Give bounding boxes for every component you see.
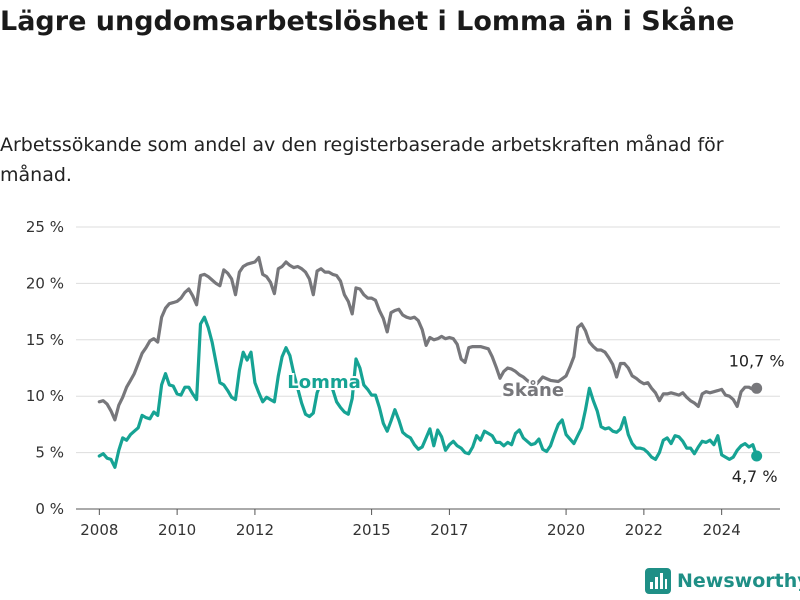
newsworthy-logo: Newsworthy — [645, 568, 800, 594]
line-chart: 0 % 5 % 10 % 15 % 20 % 25 % 2008 2010 2012 2015 20… — [26, 218, 785, 539]
x-tick-label: 2008 — [80, 521, 118, 539]
x-tick-label: 2012 — [236, 521, 274, 539]
series-label-skåne: Skåne — [502, 379, 564, 401]
y-tick-label: 20 % — [26, 274, 64, 292]
y-tick-label: 5 % — [35, 444, 64, 462]
x-tick-label: 2017 — [430, 521, 468, 539]
brand-name: Newsworthy — [677, 570, 800, 592]
chart-title: Lägre ungdomsarbetslöshet i Lomma än i S… — [0, 6, 735, 37]
bar-chart-icon — [645, 568, 671, 594]
y-tick-label: 15 % — [26, 331, 64, 349]
y-tick-label: 0 % — [35, 500, 64, 518]
y-tick-label: 10 % — [26, 387, 64, 405]
y-tick-label: 25 % — [26, 218, 64, 236]
x-tick-label: 2015 — [353, 521, 391, 539]
series-label-lomma: Lomma — [287, 372, 361, 393]
x-tick-label: 2024 — [703, 521, 741, 539]
x-tick-label: 2022 — [625, 521, 663, 539]
end-value-label: 4,7 % — [732, 467, 778, 486]
chart-subtitle: Arbetssökande som andel av den registerb… — [0, 134, 724, 186]
x-tick-label: 2020 — [547, 521, 585, 539]
end-point-skåne — [751, 382, 763, 394]
x-tick-label: 2010 — [158, 521, 196, 539]
end-value-label: 10,7 % — [729, 351, 785, 370]
end-point-lomma — [751, 450, 763, 462]
series-line-lomma — [97, 315, 759, 469]
series-line-skåne — [97, 255, 759, 422]
